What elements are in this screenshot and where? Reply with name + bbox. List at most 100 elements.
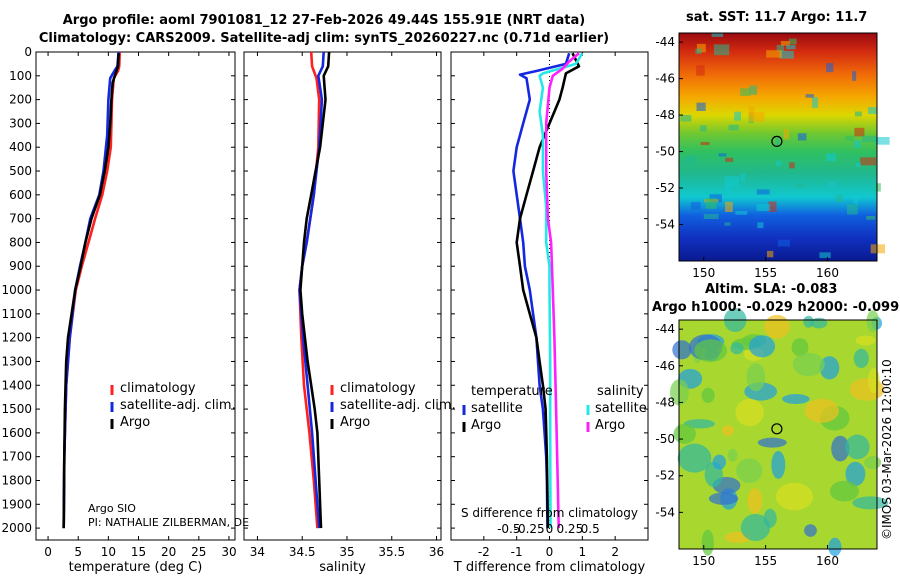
sla-patch bbox=[775, 482, 814, 511]
sst-patch bbox=[779, 50, 794, 59]
sst-patch bbox=[748, 112, 765, 122]
map-frame-sst bbox=[678, 32, 878, 262]
sla-patch bbox=[804, 398, 839, 423]
figure-title-line2: Climatology: CARS2009. Satellite-adj cli… bbox=[38, 31, 610, 46]
sst-patch bbox=[826, 153, 837, 162]
sst-patch bbox=[776, 160, 782, 166]
ytick-label: 300 bbox=[9, 116, 32, 130]
figure-title-line1: Argo profile: aoml 7901081_12 27-Feb-202… bbox=[62, 13, 586, 28]
sla-patch bbox=[845, 461, 866, 486]
xtick-label-temp: 25 bbox=[191, 545, 206, 559]
sla-patch bbox=[694, 339, 728, 362]
ytick-label: 1500 bbox=[1, 402, 32, 416]
legend-label: Argo bbox=[340, 415, 370, 430]
argo-position-marker bbox=[771, 423, 783, 435]
ytick-label: 2000 bbox=[1, 521, 32, 535]
map-xtick-label: 155 bbox=[754, 266, 777, 280]
sst-patch bbox=[870, 244, 885, 254]
panel-frame-temp bbox=[35, 51, 236, 541]
sla-patch bbox=[672, 340, 692, 360]
legend-label: Argo bbox=[471, 418, 501, 433]
legend-sal-title: salinity bbox=[597, 384, 644, 399]
sst-patch bbox=[748, 106, 755, 117]
sst-patch bbox=[767, 250, 774, 258]
map-ytick-label: -50 bbox=[655, 432, 675, 446]
sla-patch bbox=[677, 443, 712, 473]
series-line-temperature-argo bbox=[515, 52, 581, 529]
sst-patch bbox=[866, 216, 876, 220]
sst-patch bbox=[695, 48, 702, 54]
secondary-tick-label: 0.5 bbox=[581, 522, 600, 536]
sst-patch bbox=[713, 44, 730, 56]
series-line-climatology bbox=[298, 51, 321, 529]
sst-patch bbox=[788, 38, 797, 45]
sla-patch bbox=[746, 363, 766, 392]
sst-patch bbox=[845, 135, 855, 141]
sla-patch bbox=[819, 356, 840, 380]
sst-patch bbox=[875, 137, 890, 145]
sst-patch bbox=[775, 137, 780, 146]
xtick-label-diff: 0 bbox=[546, 545, 554, 559]
sst-patch bbox=[696, 43, 706, 53]
sst-field bbox=[679, 33, 877, 261]
legend-label: satellite bbox=[471, 401, 523, 416]
sst-patch bbox=[705, 198, 717, 209]
series-line-satellite-adj-clim- bbox=[298, 51, 325, 529]
sla-patch bbox=[747, 488, 763, 514]
sst-patch bbox=[735, 211, 748, 215]
sst-patch bbox=[766, 50, 782, 58]
sla-patch bbox=[736, 458, 763, 484]
sst-patch bbox=[853, 197, 859, 204]
sst-patch bbox=[724, 176, 740, 187]
legend-label: Argo bbox=[595, 418, 625, 433]
sst-patch bbox=[703, 213, 719, 219]
xtick-label-diff: -2 bbox=[478, 545, 490, 559]
sst-patch bbox=[740, 88, 751, 96]
sla-patch bbox=[864, 456, 882, 470]
sla-patch bbox=[708, 492, 739, 505]
sla-patch bbox=[701, 529, 714, 556]
sst-patch bbox=[756, 189, 770, 195]
ytick-label: 400 bbox=[9, 140, 32, 154]
sla-patch bbox=[791, 338, 809, 357]
sla-patch bbox=[855, 335, 876, 346]
sst-patch bbox=[725, 201, 733, 212]
sla-map-title-line1: Altim. SLA: -0.083 bbox=[705, 282, 838, 297]
secondary-tick-label: -0.25 bbox=[514, 522, 545, 536]
xtick-label-temp: 0 bbox=[44, 545, 52, 559]
map-frame-sla bbox=[678, 319, 878, 550]
argo-note-line1: Argo SIO bbox=[88, 502, 136, 515]
sla-map-title-line2: Argo h1000: -0.029 h2000: -0.099 bbox=[652, 300, 900, 315]
sst-patch bbox=[829, 181, 835, 187]
sst-patch bbox=[711, 33, 724, 37]
sst-patch bbox=[683, 155, 698, 166]
sst-patch bbox=[783, 129, 789, 140]
sst-patch bbox=[768, 201, 777, 212]
imos-credit: ©IMOS 03-Mar-2026 12:00:10 bbox=[880, 359, 894, 540]
ytick-label: 1900 bbox=[1, 497, 32, 511]
sla-patch bbox=[701, 387, 715, 403]
sst-patch bbox=[699, 125, 707, 132]
map-ytick-label: -46 bbox=[655, 359, 675, 373]
sla-patch bbox=[735, 398, 764, 427]
argo-position-marker bbox=[771, 135, 783, 147]
sla-patch bbox=[792, 352, 825, 377]
ytick-label: 1000 bbox=[1, 283, 32, 297]
legend-label: climatology bbox=[340, 381, 416, 396]
sst-patch bbox=[725, 157, 734, 162]
sla-patch bbox=[673, 423, 696, 444]
sla-patch bbox=[757, 437, 787, 448]
sst-patch bbox=[728, 124, 739, 131]
xlabel-diff: T difference from climatology bbox=[453, 560, 646, 575]
sst-patch bbox=[847, 204, 858, 215]
argo-note-line2: PI: NATHALIE ZILBERMAN, DE bbox=[88, 516, 250, 529]
sst-patch bbox=[854, 140, 861, 149]
legend-temp-title: temperature bbox=[471, 384, 553, 399]
legend-label: satellite bbox=[595, 401, 647, 416]
map-xtick-label: 160 bbox=[816, 266, 839, 280]
sla-patch bbox=[771, 450, 786, 479]
sla-patch bbox=[712, 454, 726, 470]
legend-label: satellite-adj. clim. bbox=[120, 398, 236, 413]
sst-patch bbox=[757, 222, 764, 229]
